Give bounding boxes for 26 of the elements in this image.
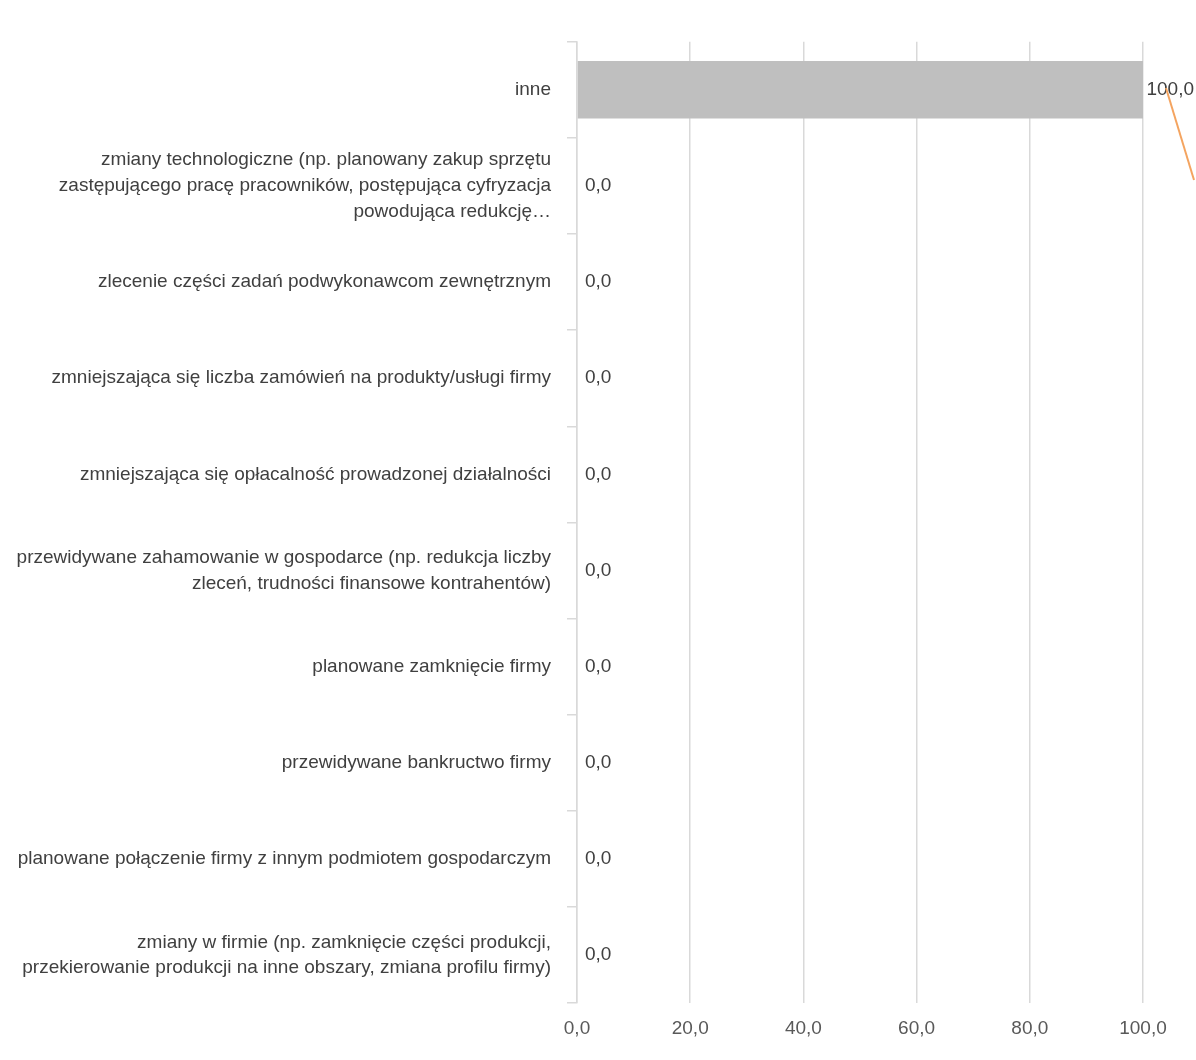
data-label: 0,0 bbox=[585, 943, 612, 965]
y-tick-label: zmiany technologiczne (np. planowany zakup sprzętu zastępującego pracę pracowników, postępująca cyfryzacja powodująca redukcję… bbox=[58, 148, 552, 221]
data-label: 0,0 bbox=[585, 847, 612, 869]
x-tick-label: 100,0 bbox=[1119, 1016, 1167, 1038]
y-tick-label: planowane zamknięcie firmy bbox=[312, 654, 552, 676]
y-tick-label: przewidywane bankructwo firmy bbox=[281, 751, 552, 773]
y-tick-label: zmniejszająca się liczba zamówień na produkty/usługi firmy bbox=[51, 366, 552, 388]
x-tick-label: 80,0 bbox=[1011, 1016, 1049, 1038]
y-tick-label: inne bbox=[515, 77, 551, 99]
data-label: 100,0 bbox=[1146, 77, 1194, 99]
data-label: 0,0 bbox=[585, 462, 612, 484]
y-tick-label: zmiany w firmie (np. zamknięcie części produkcji, przekierowanie produkcji na inne obszary, zmiana profilu firmy) bbox=[22, 930, 551, 978]
data-label: 0,0 bbox=[585, 751, 612, 773]
x-tick-label: 40,0 bbox=[784, 1016, 822, 1038]
y-tick-label: zlecenie części zadań podwykonawcom zewnętrznym bbox=[97, 270, 551, 292]
x-tick-label: 60,0 bbox=[898, 1016, 936, 1038]
data-label: 0,0 bbox=[585, 558, 612, 580]
y-tick-label: zmniejszająca się opłacalność prowadzonej działalności bbox=[79, 462, 551, 484]
y-tick-label: przewidywane zahamowanie w gospodarce (np. redukcja liczby zleceń, trudności finansowe kontrahentów) bbox=[16, 545, 552, 593]
x-tick-label: 20,0 bbox=[671, 1016, 709, 1038]
data-label: 0,0 bbox=[585, 174, 612, 196]
data-label: 0,0 bbox=[585, 654, 612, 676]
x-tick-label: 0,0 bbox=[563, 1016, 591, 1038]
data-label: 0,0 bbox=[585, 270, 612, 292]
y-tick-label: planowane połączenie firmy z innym podmiotem gospodarczym bbox=[17, 847, 551, 869]
data-label: 0,0 bbox=[585, 366, 612, 388]
